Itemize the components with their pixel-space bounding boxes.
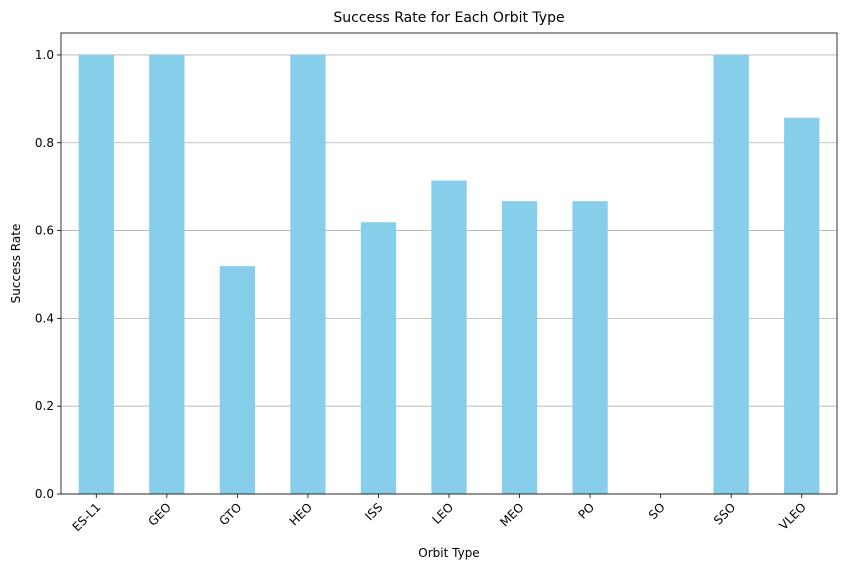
y-axis-label: Success Rate xyxy=(9,224,23,304)
x-tick-label: HEO xyxy=(287,500,315,528)
bar-geo xyxy=(149,54,185,494)
y-tick-label: 1.0 xyxy=(35,48,54,62)
x-tick-label: SSO xyxy=(711,500,738,527)
bar-meo xyxy=(501,201,538,494)
x-tick-label: PO xyxy=(576,500,598,522)
y-tick-label: 0.2 xyxy=(35,399,54,413)
y-tick-label: 0.4 xyxy=(35,311,54,325)
x-axis-label: Orbit Type xyxy=(418,546,479,560)
bar-leo xyxy=(431,180,467,494)
bar-vleo xyxy=(784,117,820,494)
bar-es-l1 xyxy=(78,54,114,494)
bar-po xyxy=(572,201,608,494)
x-tick-label: MEO xyxy=(497,500,526,529)
bar-gto xyxy=(219,266,255,494)
x-tick-label: ISS xyxy=(362,500,385,523)
x-tick-label: GEO xyxy=(145,500,174,529)
x-tick-label: VLEO xyxy=(776,500,808,532)
x-tick-label: SO xyxy=(646,500,668,522)
x-tick-label: LEO xyxy=(429,500,456,527)
bar-sso xyxy=(713,54,749,494)
y-tick-label: 0.6 xyxy=(35,224,54,238)
x-ticks: ES-L1 GEO GTO HEO ISS LEO MEO PO SO SSO VLEO xyxy=(70,494,809,534)
y-tick-label: 0.0 xyxy=(35,487,54,501)
x-tick-label: GTO xyxy=(216,500,244,528)
y-ticks: 0.0 0.2 0.4 0.6 0.8 1.0 xyxy=(35,48,61,501)
bars xyxy=(78,54,820,494)
x-tick-label: ES-L1 xyxy=(70,500,104,534)
bar-heo xyxy=(290,54,326,494)
chart-title: Success Rate for Each Orbit Type xyxy=(333,10,564,26)
bar-iss xyxy=(360,222,397,494)
y-tick-label: 0.8 xyxy=(35,136,54,150)
